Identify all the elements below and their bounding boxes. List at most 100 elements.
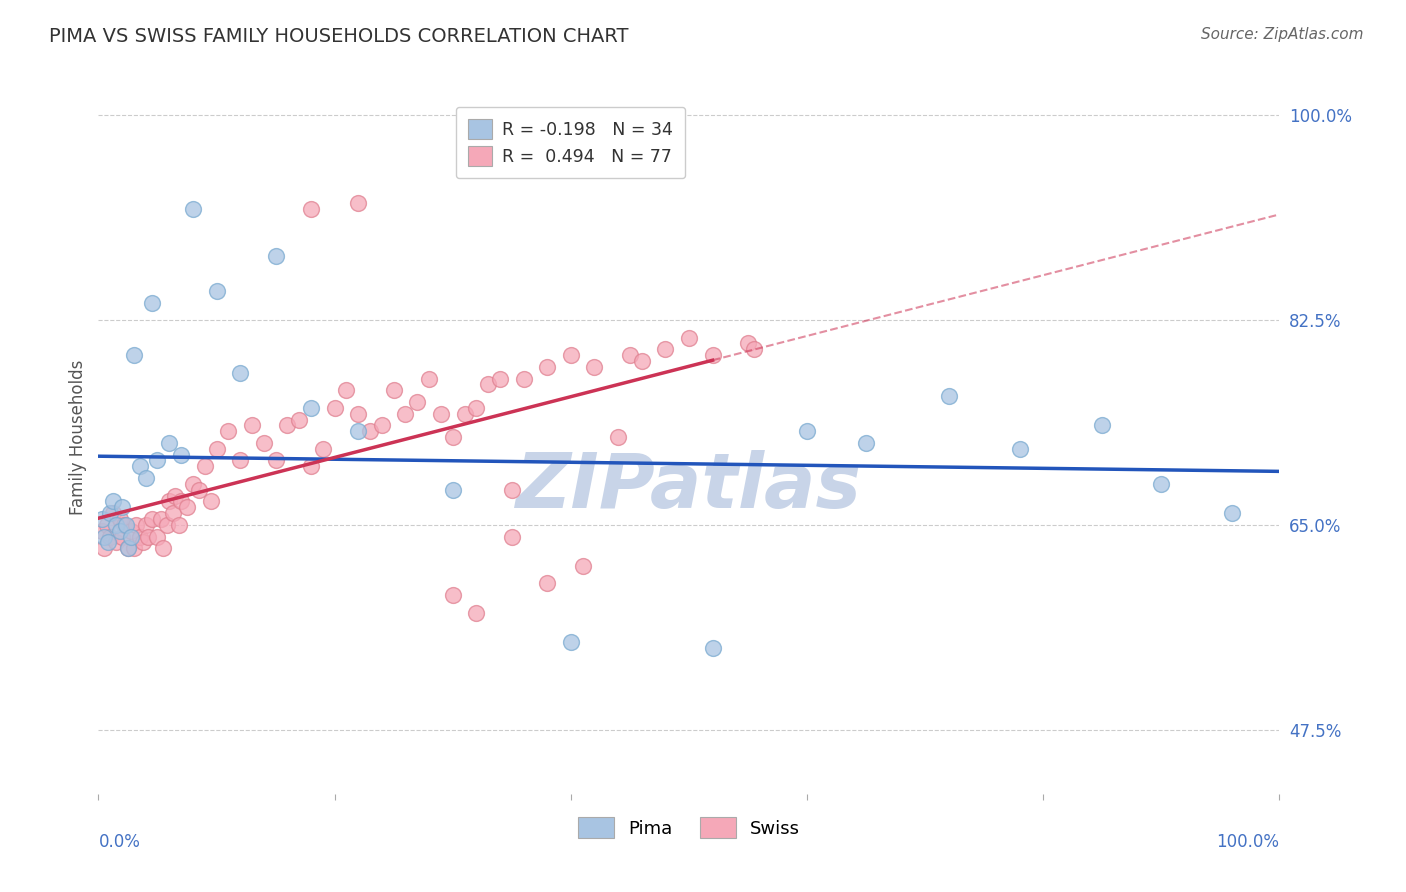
Point [146, 453, 169, 467]
Point [105, 517, 128, 532]
Point [101, 506, 124, 520]
Point [465, 606, 488, 620]
Point [347, 424, 370, 438]
Point [156, 517, 179, 532]
Point [135, 471, 157, 485]
Point [501, 529, 523, 543]
Point [111, 529, 134, 543]
Point [240, 418, 263, 433]
Point [441, 430, 464, 444]
Point [141, 512, 163, 526]
Point [382, 384, 405, 398]
Point [276, 418, 298, 433]
Point [347, 196, 370, 211]
Point [1091, 418, 1114, 433]
Point [121, 529, 143, 543]
Point [181, 202, 204, 216]
Point [702, 640, 724, 655]
Y-axis label: Family Households: Family Households [69, 359, 87, 515]
Point [702, 348, 724, 362]
Point [162, 506, 184, 520]
Point [111, 500, 134, 515]
Point [855, 436, 877, 450]
Point [165, 489, 187, 503]
Point [335, 384, 357, 398]
Point [194, 459, 217, 474]
Point [264, 249, 287, 263]
Point [200, 494, 222, 508]
Point [91, 524, 114, 538]
Point [453, 407, 475, 421]
Point [152, 541, 174, 556]
Point [112, 517, 135, 532]
Point [441, 588, 464, 602]
Point [96, 517, 118, 532]
Point [288, 412, 311, 426]
Point [187, 483, 209, 497]
Point [501, 483, 523, 497]
Point [630, 354, 652, 368]
Point [430, 407, 453, 421]
Point [465, 401, 488, 415]
Point [170, 494, 193, 508]
Point [264, 453, 287, 467]
Point [583, 359, 606, 374]
Point [114, 517, 136, 532]
Point [323, 401, 346, 415]
Point [98, 506, 121, 520]
Point [97, 535, 120, 549]
Point [1220, 506, 1243, 520]
Point [128, 459, 150, 474]
Point [938, 389, 960, 403]
Text: 100.0%: 100.0% [1216, 833, 1279, 851]
Point [146, 529, 169, 543]
Point [299, 202, 322, 216]
Point [122, 541, 145, 556]
Point [217, 424, 239, 438]
Point [229, 366, 252, 380]
Point [141, 295, 163, 310]
Point [536, 576, 558, 591]
Point [205, 442, 228, 456]
Point [536, 359, 558, 374]
Point [122, 348, 145, 362]
Point [359, 424, 381, 438]
Point [571, 558, 593, 573]
Point [98, 529, 121, 543]
Point [1150, 476, 1173, 491]
Point [441, 483, 464, 497]
Point [560, 635, 582, 649]
Point [117, 541, 139, 556]
Point [157, 436, 180, 450]
Point [299, 459, 322, 474]
Point [157, 494, 180, 508]
Point [678, 331, 700, 345]
Point [1008, 442, 1031, 456]
Text: ZIPatlas: ZIPatlas [516, 450, 862, 524]
Point [117, 541, 139, 556]
Point [406, 395, 429, 409]
Point [477, 377, 499, 392]
Point [205, 284, 228, 298]
Point [654, 343, 676, 357]
Point [560, 348, 582, 362]
Point [394, 407, 416, 421]
Point [299, 401, 322, 415]
Point [796, 424, 818, 438]
Point [128, 529, 150, 543]
Point [607, 430, 630, 444]
Point [121, 524, 143, 538]
Point [167, 517, 190, 532]
Point [105, 535, 128, 549]
Point [512, 371, 534, 385]
Text: PIMA VS SWISS FAMILY HOUSEHOLDS CORRELATION CHART: PIMA VS SWISS FAMILY HOUSEHOLDS CORRELAT… [49, 27, 628, 45]
Point [170, 448, 193, 462]
Point [181, 476, 204, 491]
Point [150, 512, 173, 526]
Point [312, 442, 335, 456]
Point [371, 418, 394, 433]
Point [91, 512, 114, 526]
Point [125, 517, 148, 532]
Point [101, 494, 124, 508]
Point [619, 348, 641, 362]
